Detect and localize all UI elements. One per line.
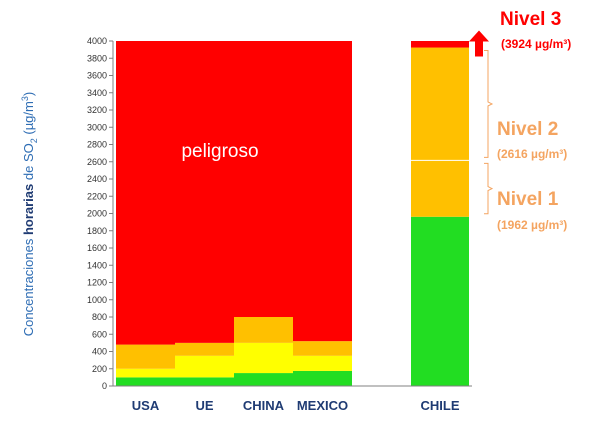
bar-segment-mexico [293,41,352,342]
level3-arrow-icon [469,30,489,57]
y-tick-label: 400 [92,347,107,357]
y-tick-label: 3800 [87,53,107,63]
bar-segment-ue [175,355,234,378]
y-tick-label: 4000 [87,36,107,46]
bar-segment-ue [175,41,234,343]
y-tick-label: 0 [102,381,107,391]
y-axis-label-part: (µg/m [21,101,36,138]
y-tick-label: 2000 [87,209,107,219]
bar-segment-ue [175,342,234,356]
y-axis-label: Concentraciones horarias de SO2 (µg/m3) [20,92,39,336]
level3-value: (3924 µg/m³) [501,37,571,51]
bar-segment-mexico [293,341,352,356]
y-tick-label: 200 [92,364,107,374]
bar-segment-china [234,373,293,386]
y-tick-label: 2400 [87,174,107,184]
bar-segment-mexico [293,370,352,386]
bar-segment-usa [116,377,175,386]
bar-segment-chile [411,160,469,217]
x-tick-label: USA [132,398,160,413]
y-axis-label-part: horarias [21,184,36,235]
y-axis-label-part: de SO [21,143,36,183]
region-label: peligroso [181,141,258,162]
y-axis-label-part: 3 [20,96,30,101]
bar-segment-chile [411,47,469,161]
bar-segment-mexico [293,355,352,371]
x-tick-label: MEXICO [297,398,348,413]
y-tick-label: 3200 [87,105,107,115]
y-tick-label: 2800 [87,140,107,150]
y-axis: 0 200 400 600 800 1000 1200 1400 1600 1800 2000 220… [87,36,114,391]
y-axis-label-part: 2 [29,138,39,143]
bar-segment-usa [116,41,175,345]
level2-bracket [484,50,494,158]
bar-segment-usa [116,344,175,369]
annotations: peligroso Nivel 3 (3924 µg/m³) Nivel 2 (2616… [181,9,571,232]
y-tick-label: 3600 [87,71,107,81]
level1-title: Nivel 1 [497,189,559,210]
x-tick-label: UE [195,398,213,413]
bar-segment-chile [411,41,469,48]
y-tick-label: 2200 [87,191,107,201]
y-tick-label: 800 [92,312,107,322]
y-tick-label: 1400 [87,260,107,270]
bar-segment-china [234,342,293,374]
bar-segment-ue [175,377,234,386]
y-tick-label: 1200 [87,278,107,288]
y-tick-label: 3000 [87,122,107,132]
bars [116,41,469,386]
svg-text:Concentraciones horarias de SO: Concentraciones horarias de SO2 (µg/m3) [20,92,39,336]
y-tick-label: 600 [92,329,107,339]
y-tick-label: 2600 [87,157,107,167]
bar-segment-china [234,41,293,317]
bar-segment-chile [411,216,469,386]
level1-bracket [484,162,494,215]
y-axis-label-part: Concentraciones [21,235,36,336]
y-axis-label-part: ) [21,92,36,96]
x-tick-label: CHILE [421,398,460,413]
y-tick-label: 3400 [87,88,107,98]
x-axis: USA UE CHINA MEXICO CHILE [113,385,472,413]
y-tick-label: 1600 [87,243,107,253]
y-tick-label: 1000 [87,295,107,305]
level2-title: Nivel 2 [497,119,558,140]
level1-value: (1962 µg/m³) [497,218,567,232]
bar-segment-china [234,317,293,343]
x-tick-label: CHINA [243,398,285,413]
level2-value: (2616 µg/m³) [497,147,567,161]
y-tick-label: 1800 [87,226,107,236]
bar-segment-usa [116,368,175,378]
level3-title: Nivel 3 [500,9,561,30]
